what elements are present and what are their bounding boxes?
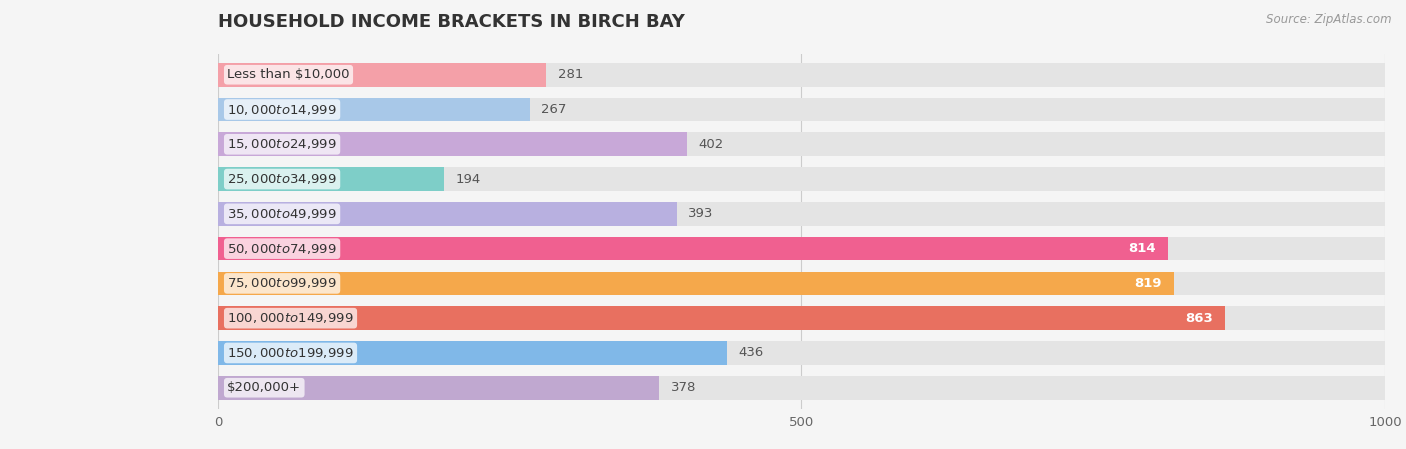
Text: 267: 267	[541, 103, 567, 116]
Text: 393: 393	[688, 207, 714, 220]
Bar	[218, 63, 1385, 87]
Bar	[218, 202, 1385, 226]
Bar	[218, 98, 530, 121]
Bar	[218, 237, 1168, 260]
Text: 281: 281	[558, 68, 583, 81]
Bar	[218, 376, 1385, 400]
Text: $10,000 to $14,999: $10,000 to $14,999	[228, 102, 337, 117]
Text: $50,000 to $74,999: $50,000 to $74,999	[228, 242, 337, 255]
Text: 194: 194	[456, 172, 481, 185]
Bar	[218, 167, 1385, 191]
Text: $200,000+: $200,000+	[228, 381, 301, 394]
Bar	[218, 306, 1225, 330]
Text: 436: 436	[738, 347, 763, 360]
Text: $150,000 to $199,999: $150,000 to $199,999	[228, 346, 354, 360]
Text: 863: 863	[1185, 312, 1213, 325]
Bar	[218, 341, 727, 365]
Text: $75,000 to $99,999: $75,000 to $99,999	[228, 277, 337, 291]
Text: 814: 814	[1129, 242, 1156, 255]
Text: 819: 819	[1135, 277, 1161, 290]
Bar	[218, 132, 1385, 156]
Text: $100,000 to $149,999: $100,000 to $149,999	[228, 311, 354, 325]
Bar	[218, 272, 1385, 295]
Bar	[218, 376, 659, 400]
Bar	[218, 341, 1385, 365]
Text: Source: ZipAtlas.com: Source: ZipAtlas.com	[1267, 13, 1392, 26]
Bar	[218, 272, 1174, 295]
Bar	[218, 98, 1385, 121]
Text: $25,000 to $34,999: $25,000 to $34,999	[228, 172, 337, 186]
Bar	[218, 63, 546, 87]
Text: $15,000 to $24,999: $15,000 to $24,999	[228, 137, 337, 151]
Text: 378: 378	[671, 381, 696, 394]
Text: Less than $10,000: Less than $10,000	[228, 68, 350, 81]
Bar	[218, 202, 676, 226]
Text: $35,000 to $49,999: $35,000 to $49,999	[228, 207, 337, 221]
Text: 402: 402	[699, 138, 724, 151]
Text: HOUSEHOLD INCOME BRACKETS IN BIRCH BAY: HOUSEHOLD INCOME BRACKETS IN BIRCH BAY	[218, 13, 685, 31]
Bar	[218, 306, 1385, 330]
Bar	[218, 237, 1385, 260]
Bar	[218, 167, 444, 191]
Bar	[218, 132, 688, 156]
